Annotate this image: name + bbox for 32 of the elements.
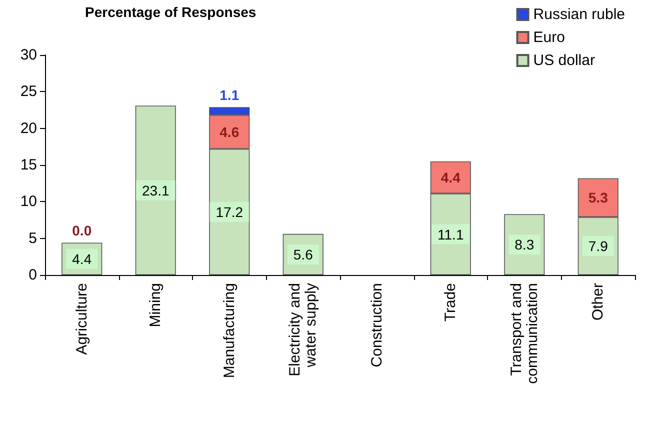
y-tick-label: 30 bbox=[20, 46, 37, 64]
bar bbox=[135, 106, 176, 275]
data-label: 5.6 bbox=[293, 246, 314, 262]
data-label: 1.1 bbox=[220, 87, 240, 104]
legend-label: Euro bbox=[533, 29, 565, 46]
x-tick-label: Agriculture bbox=[73, 283, 90, 355]
y-tick-label: 20 bbox=[20, 120, 37, 137]
y-tick-label: 15 bbox=[20, 156, 37, 174]
data-label: 5.3 bbox=[588, 190, 608, 206]
data-label: 0.0 bbox=[72, 222, 92, 239]
data-label: 4.4 bbox=[440, 169, 461, 186]
x-tick-label: Other bbox=[590, 282, 607, 321]
data-label: 8.3 bbox=[514, 236, 534, 253]
x-tick-label: Construction bbox=[368, 283, 386, 368]
y-tick-label: 0 bbox=[28, 266, 37, 284]
x-tick-label: Electricity and water supply bbox=[286, 282, 320, 376]
data-label: 7.9 bbox=[588, 238, 608, 254]
x-tick-label: Mining bbox=[147, 283, 164, 328]
y-tick-label: 5 bbox=[28, 230, 37, 247]
x-tick-label: Trade bbox=[442, 283, 460, 322]
chart-title: Percentage of Responses bbox=[85, 4, 256, 20]
x-tick-label: Manufacturing bbox=[220, 283, 238, 378]
data-label: 4.4 bbox=[72, 250, 92, 267]
data-label: 4.6 bbox=[220, 124, 240, 140]
y-tick-label: 25 bbox=[20, 83, 37, 100]
data-label: 17.2 bbox=[216, 204, 244, 220]
legend-label: US dollar bbox=[533, 52, 595, 69]
legend-label: Russian ruble bbox=[533, 6, 626, 23]
x-tick-label: Transport and communication bbox=[508, 283, 541, 384]
y-tick-label: 10 bbox=[20, 193, 37, 210]
data-label: 11.1 bbox=[438, 226, 464, 242]
data-label: 23.1 bbox=[142, 182, 170, 198]
